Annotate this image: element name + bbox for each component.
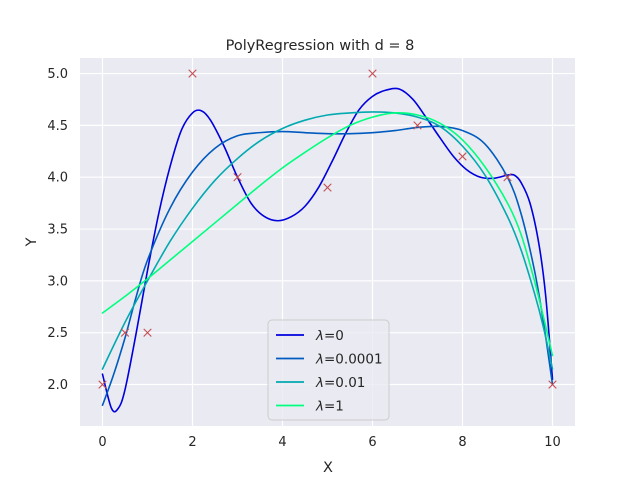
legend-label-1: λ=0.0001 bbox=[315, 351, 383, 367]
y-tick-label: 3.5 bbox=[47, 223, 68, 238]
y-tick-label: 4.5 bbox=[47, 119, 68, 134]
legend-lambda-symbol: λ bbox=[315, 328, 324, 344]
y-tick-label: 4.0 bbox=[47, 171, 68, 186]
x-tick-label: 0 bbox=[98, 435, 106, 450]
legend-label-2: λ=0.01 bbox=[315, 375, 365, 391]
legend-value-label: =0.01 bbox=[324, 375, 365, 391]
legend-lambda-symbol: λ bbox=[315, 398, 324, 414]
legend-label-3: λ=1 bbox=[315, 398, 344, 414]
y-tick-label: 3.0 bbox=[47, 274, 68, 289]
y-tick-label: 2.0 bbox=[47, 378, 68, 393]
legend-lambda-symbol: λ bbox=[315, 351, 324, 367]
y-tick-label: 5.0 bbox=[47, 67, 68, 82]
x-tick-label: 2 bbox=[188, 435, 196, 450]
legend-value-label: =0.0001 bbox=[324, 351, 383, 367]
x-tick-label: 4 bbox=[278, 435, 286, 450]
x-tick-label: 8 bbox=[458, 435, 466, 450]
x-tick-label: 6 bbox=[368, 435, 376, 450]
x-tick-label: 10 bbox=[544, 435, 561, 450]
y-axis-label: Y bbox=[24, 237, 40, 247]
legend-label-0: λ=0 bbox=[315, 328, 344, 344]
legend-lambda-symbol: λ bbox=[315, 375, 324, 391]
chart-title: PolyRegression with d = 8 bbox=[226, 38, 415, 54]
legend-value-label: =1 bbox=[324, 398, 344, 414]
y-tick-label: 2.5 bbox=[47, 326, 68, 341]
legend-value-label: =0 bbox=[324, 328, 344, 344]
x-axis-label: X bbox=[323, 460, 333, 476]
